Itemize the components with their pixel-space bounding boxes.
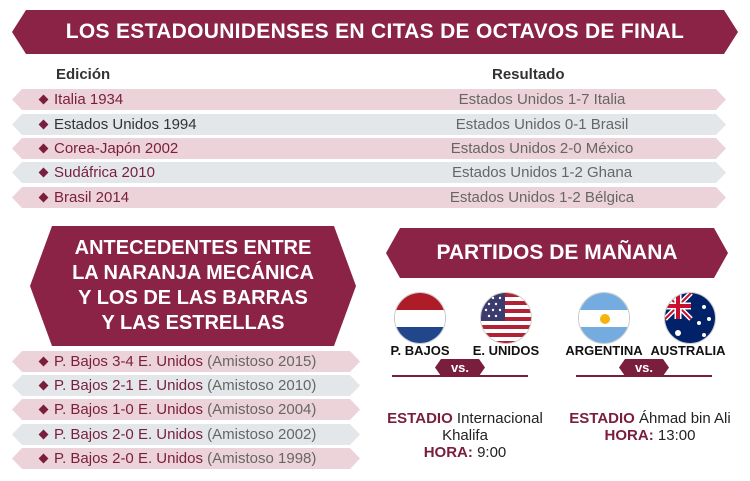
result-cell: Estados Unidos 1-2 Ghana bbox=[451, 164, 633, 181]
vs-divider bbox=[576, 375, 712, 377]
column-header-edition: Edición bbox=[56, 66, 111, 83]
time-info: HORA: 13:00 bbox=[560, 427, 740, 444]
diamond-icon bbox=[39, 454, 49, 464]
stadium-name-line2: Khalifa bbox=[442, 427, 488, 444]
netherlands-flag-icon bbox=[394, 292, 446, 344]
stadium-info: ESTADIO Áhmad bin Ali bbox=[560, 410, 740, 427]
result-cell: Estados Unidos 0-1 Brasil bbox=[455, 116, 629, 133]
history-row: P. Bajos 2-1 E. Unidos (Amistoso 2010) bbox=[12, 375, 360, 396]
tomorrow-banner: PARTIDOS DE MAÑANA bbox=[386, 228, 728, 278]
diamond-icon bbox=[39, 430, 49, 440]
vs-badge: vs. bbox=[619, 359, 669, 376]
history-title-line: Y LAS ESTRELLAS bbox=[101, 312, 285, 334]
history-score: P. Bajos 2-1 E. Unidos bbox=[54, 377, 203, 394]
history-score: P. Bajos 3-4 E. Unidos bbox=[54, 353, 203, 370]
history-note: (Amistoso 2010) bbox=[207, 377, 317, 394]
history-row: P. Bajos 2-0 E. Unidos (Amistoso 2002) bbox=[12, 424, 360, 445]
team-home: P. BAJOS bbox=[390, 343, 450, 358]
history-title-line: Y LOS DE LAS BARRAS bbox=[78, 287, 308, 309]
history-score: P. Bajos 2-0 E. Unidos bbox=[54, 450, 203, 467]
edition-cell: Corea-Japón 2002 bbox=[54, 140, 179, 157]
usa-flag-icon bbox=[480, 292, 532, 344]
team-away: AUSTRALIA bbox=[650, 343, 726, 358]
team-away: E. UNIDOS bbox=[472, 343, 540, 358]
history-title-line: ANTECEDENTES ENTRE bbox=[74, 237, 312, 259]
history-note: (Amistoso 2004) bbox=[207, 401, 317, 418]
column-header-result: Resultado bbox=[492, 66, 565, 83]
table-row: Italia 1934 Estados Unidos 1-7 Italia bbox=[12, 89, 726, 110]
history-row: P. Bajos 2-0 E. Unidos (Amistoso 1998) bbox=[12, 448, 360, 469]
time-info: HORA: 9:00 bbox=[380, 444, 550, 461]
team-home: ARGENTINA bbox=[565, 343, 643, 358]
stadium-label: ESTADIO bbox=[387, 410, 453, 427]
vs-divider bbox=[392, 375, 528, 377]
time-value: 13:00 bbox=[657, 427, 696, 444]
result-cell: Estados Unidos 2-0 México bbox=[450, 140, 634, 157]
history-note: (Amistoso 2002) bbox=[207, 426, 317, 443]
history-note: (Amistoso 2015) bbox=[207, 353, 317, 370]
table-row: Estados Unidos 1994 Estados Unidos 0-1 B… bbox=[12, 114, 726, 135]
diamond-icon bbox=[39, 405, 49, 415]
argentina-flag-icon bbox=[578, 292, 630, 344]
edition-cell: Sudáfrica 2010 bbox=[54, 164, 155, 181]
history-score: P. Bajos 2-0 E. Unidos bbox=[54, 426, 203, 443]
time-label: HORA: bbox=[423, 444, 473, 461]
diamond-icon bbox=[39, 168, 49, 178]
stadium-name: Áhmad bin Ali bbox=[639, 410, 731, 427]
stadium-name: Internacional bbox=[456, 410, 543, 427]
history-title-line: LA NARANJA MECÁNICA bbox=[72, 262, 314, 284]
history-note: (Amistoso 1998) bbox=[207, 450, 317, 467]
header-title: LOS ESTADOUNIDENSES EN CITAS DE OCTAVOS … bbox=[65, 20, 685, 43]
stadium-info: ESTADIO Internacional Khalifa bbox=[380, 410, 550, 444]
table-row: Sudáfrica 2010 Estados Unidos 1-2 Ghana bbox=[12, 162, 726, 183]
vs-badge: vs. bbox=[435, 359, 485, 376]
diamond-icon bbox=[39, 381, 49, 391]
header-banner: LOS ESTADOUNIDENSES EN CITAS DE OCTAVOS … bbox=[12, 10, 738, 54]
edition-cell: Brasil 2014 bbox=[54, 189, 130, 206]
history-row: P. Bajos 1-0 E. Unidos (Amistoso 2004) bbox=[12, 399, 360, 420]
stadium-label: ESTADIO bbox=[569, 410, 635, 427]
edition-cell: Italia 1934 bbox=[54, 91, 124, 108]
diamond-icon bbox=[39, 95, 49, 105]
diamond-icon bbox=[39, 144, 49, 154]
edition-cell: Estados Unidos 1994 bbox=[54, 116, 197, 133]
australia-flag-icon bbox=[664, 292, 716, 344]
time-label: HORA: bbox=[604, 427, 654, 444]
table-row: Brasil 2014 Estados Unidos 1-2 Bélgica bbox=[12, 187, 726, 208]
diamond-icon bbox=[39, 120, 49, 130]
history-row: P. Bajos 3-4 E. Unidos (Amistoso 2015) bbox=[12, 351, 360, 372]
time-value: 9:00 bbox=[477, 444, 507, 461]
history-banner: ANTECEDENTES ENTRE LA NARANJA MECÁNICA Y… bbox=[30, 226, 356, 346]
result-cell: Estados Unidos 1-2 Bélgica bbox=[449, 189, 635, 206]
diamond-icon bbox=[39, 357, 49, 367]
history-score: P. Bajos 1-0 E. Unidos bbox=[54, 401, 203, 418]
table-row: Corea-Japón 2002 Estados Unidos 2-0 Méxi… bbox=[12, 138, 726, 159]
result-cell: Estados Unidos 1-7 Italia bbox=[458, 91, 626, 108]
tomorrow-title: PARTIDOS DE MAÑANA bbox=[436, 241, 678, 264]
diamond-icon bbox=[39, 193, 49, 203]
